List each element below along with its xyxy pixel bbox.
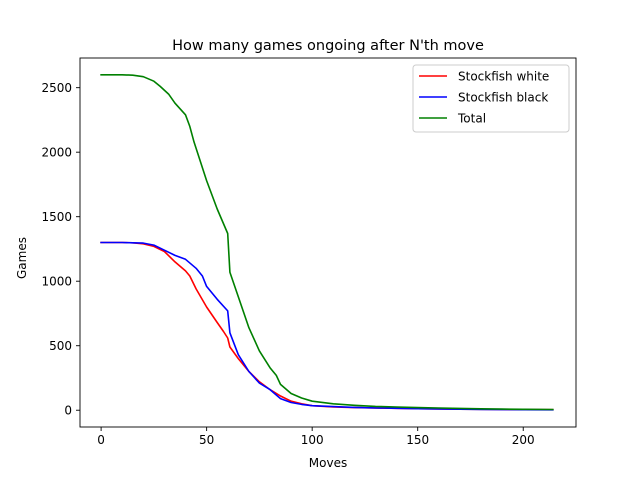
y-tick-label: 1500	[41, 210, 72, 224]
y-tick-label: 2500	[41, 81, 72, 95]
legend: Stockfish white Stockfish black Total	[412, 64, 570, 133]
x-tick-label: 200	[512, 433, 535, 447]
x-tick-label: 150	[406, 433, 429, 447]
x-tick-label: 0	[97, 433, 105, 447]
series-line-2	[100, 241, 554, 411]
axes-frame	[79, 57, 577, 428]
y-axis-label: Games	[15, 237, 29, 279]
y-tick-label: 0	[64, 404, 72, 418]
y-tick-label: 1000	[41, 275, 72, 289]
legend-label-2: Stockfish black	[458, 91, 548, 105]
plot-area	[100, 74, 554, 411]
x-tick-label: 100	[301, 433, 324, 447]
legend-label-1: Stockfish white	[458, 70, 549, 84]
series-line-3	[100, 74, 554, 411]
x-tick-label: 50	[199, 433, 214, 447]
y-tick-label: 500	[49, 339, 72, 353]
legend-box	[412, 64, 570, 133]
series-line-1	[100, 241, 554, 411]
y-tick-label: 2000	[41, 146, 72, 160]
x-axis-label: Moves	[309, 456, 347, 470]
chart-title: How many games ongoing after N'th move	[172, 38, 484, 54]
legend-label-3: Total	[457, 112, 486, 126]
